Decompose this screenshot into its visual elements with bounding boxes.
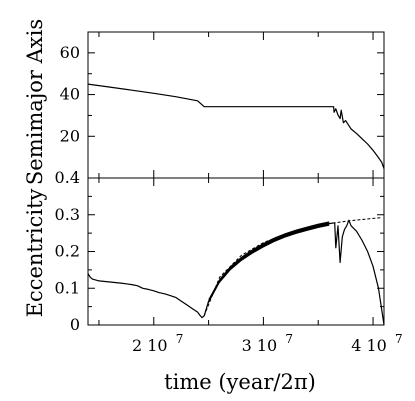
semimajor-axis-panel: 20 40 60 xyxy=(60,31,385,179)
y-axis-label-eccentricity: Eccentricity xyxy=(23,188,47,317)
y-axis-label-semimajor: Semimajor Axis xyxy=(23,19,47,185)
x-axis-label: time (year/2π) xyxy=(164,370,316,394)
y-tick-label: 0.2 xyxy=(55,242,80,261)
eccentricity-panel: 0 0.1 0.2 0.3 0.4 2 10 7 3 10 7 4 10 7 xyxy=(55,168,403,355)
y-tick-label: 0.4 xyxy=(55,168,80,187)
eccentricity-line xyxy=(88,219,384,325)
x-tick-exponent: 7 xyxy=(176,332,184,346)
y-tick-label: 0.1 xyxy=(55,278,80,297)
semimajor-axis-line xyxy=(88,83,384,169)
y-tick-label: 0.3 xyxy=(55,205,80,224)
y-tick-label: 40 xyxy=(60,85,80,104)
x-tick-label: 3 10 xyxy=(242,336,278,355)
x-tick-exponent: 7 xyxy=(285,332,293,346)
x-tick-exponent: 7 xyxy=(395,332,403,346)
plot-frame xyxy=(87,31,385,179)
eccentricity-oscillation-band xyxy=(208,221,330,304)
y-tick-label: 60 xyxy=(60,43,80,62)
y-tick-label: 20 xyxy=(60,126,80,145)
y-tick-label: 0 xyxy=(70,315,80,334)
eccentricity-dashed-line xyxy=(203,217,381,316)
x-tick-label: 4 10 xyxy=(351,336,387,355)
x-tick-label: 2 10 xyxy=(132,336,168,355)
